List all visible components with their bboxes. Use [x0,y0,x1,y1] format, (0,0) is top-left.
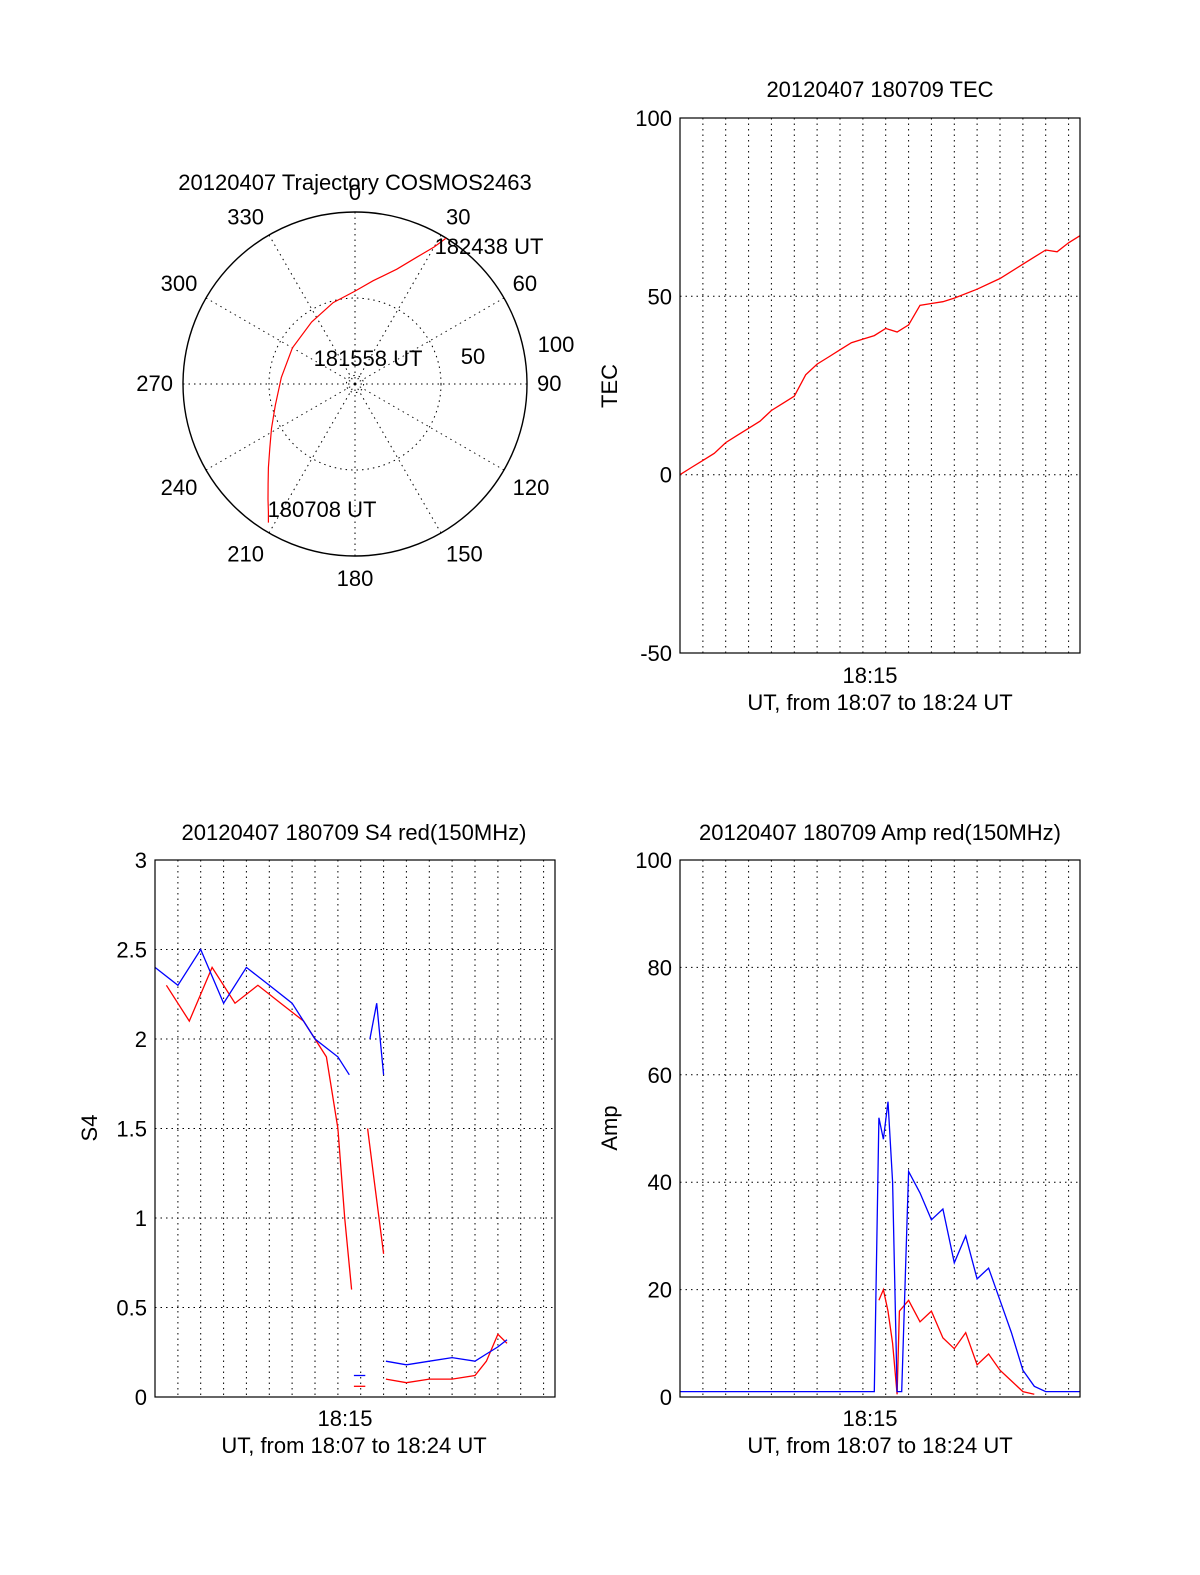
polar-angle-label: 90 [537,371,561,396]
polar-grid-spoke [354,234,442,385]
amp-y-ticks: 0 20 40 60 80 100 [635,848,672,1410]
polar-angle-label: 150 [446,542,483,567]
red-series-line [366,1128,385,1254]
y-tick-label: 2 [135,1027,147,1052]
polar-angle-label: 210 [227,542,264,567]
polar-grid-spoke [354,383,442,534]
amp-plot-frame [679,859,1081,1398]
tec-plot-frame [679,117,1081,654]
amp-series [680,1101,1080,1395]
tec-y-ticks: -50 0 50 100 [635,106,672,666]
amp-plot: 20120407 180709 Amp red(150MHz) 0 20 40 60 8… [597,820,1081,1458]
polar-angle-label: 270 [136,371,173,396]
polar-angle-label: 300 [161,271,198,296]
s4-plot-frame [154,859,556,1398]
polar-radius-label: 50 [461,344,485,369]
amp-x-tick-label: 18:15 [842,1406,897,1431]
y-tick-label: 40 [648,1170,672,1195]
polar-annotation: 182438 UT [435,234,544,259]
s4-x-axis-label: UT, from 18:07 to 18:24 UT [221,1433,486,1458]
tec-y-axis-label: TEC [597,364,622,408]
s4-series [154,948,508,1387]
tec-title: 20120407 180709 TEC [766,77,993,102]
polar-grid-spoke [354,383,505,471]
polar-title: 20120407 Trajectory COSMOS2463 [178,170,531,195]
polar-labels: 0 30 60 90 120 150 180 210 240 270 300 330 50 100 [136,180,574,591]
polar-grid-circle-50 [268,297,442,471]
y-tick-label: 3 [135,848,147,873]
amp-grid [680,860,1080,1397]
s4-y-ticks: 0 0.5 1 1.5 2 2.5 3 [116,848,147,1410]
blue-series-line [680,1101,1080,1393]
polar-grid-spoke [268,234,356,385]
y-tick-label: 0 [660,463,672,488]
amp-title: 20120407 180709 Amp red(150MHz) [699,820,1061,845]
y-tick-label: -50 [640,641,672,666]
y-tick-label: 1.5 [116,1117,147,1142]
polar-trajectory-series [267,237,447,523]
polar-angle-label: 120 [513,475,550,500]
red-series-line [385,1333,508,1384]
y-tick-label: 50 [648,284,672,309]
tec-grid [680,118,1080,653]
red-series-line [165,966,339,1129]
polar-radius-label: 100 [538,332,575,357]
amp-x-axis-label: UT, from 18:07 to 18:24 UT [747,1433,1012,1458]
polar-trajectory-line [267,237,447,523]
blue-series-line [369,1003,385,1075]
tec-x-tick-label: 18:15 [842,663,897,688]
polar-annotations: 182438 UT 181558 UT 180708 UT [268,234,544,522]
polar-angle-label: 240 [161,475,198,500]
red-series-line [878,1287,1035,1395]
s4-grid [155,860,555,1397]
y-tick-label: 1 [135,1206,147,1231]
red-series-line [337,1128,353,1290]
polar-grid-spoke [354,297,505,385]
s4-x-tick-label: 18:15 [317,1406,372,1431]
s4-plot: 20120407 180709 S4 red(150MHz) 0 0.5 1 1.5 2… [77,820,556,1458]
red-series-line [679,235,1081,476]
polar-grid-spoke [268,383,356,534]
polar-annotation: 181558 UT [314,346,423,371]
polar-trajectory-plot: 20120407 Trajectory COSMOS2463 0 30 60 90 12… [136,170,574,591]
y-tick-label: 0.5 [116,1296,147,1321]
y-tick-label: 2.5 [116,938,147,963]
y-tick-label: 80 [648,955,672,980]
polar-angle-label: 60 [513,271,537,296]
s4-y-axis-label: S4 [77,1115,102,1142]
blue-series-line [154,948,350,1076]
blue-series-line [385,1339,508,1366]
amp-y-axis-label: Amp [597,1105,622,1150]
polar-grid-circle-center [345,374,365,394]
tec-x-axis-label: UT, from 18:07 to 18:24 UT [747,690,1012,715]
polar-grid [182,211,528,557]
s4-title: 20120407 180709 S4 red(150MHz) [182,820,527,845]
y-tick-label: 60 [648,1063,672,1088]
polar-annotation: 180708 UT [268,497,377,522]
polar-angle-label: 0 [349,180,361,205]
y-tick-label: 20 [648,1278,672,1303]
y-tick-label: 0 [660,1385,672,1410]
tec-series [679,235,1081,476]
polar-angle-label: 330 [227,204,264,229]
y-tick-label: 0 [135,1385,147,1410]
polar-angle-label: 30 [446,204,470,229]
polar-grid-spoke [205,383,356,471]
polar-grid-spoke [205,297,356,385]
polar-angle-label: 180 [337,566,374,591]
y-tick-label: 100 [635,848,672,873]
y-tick-label: 100 [635,106,672,131]
